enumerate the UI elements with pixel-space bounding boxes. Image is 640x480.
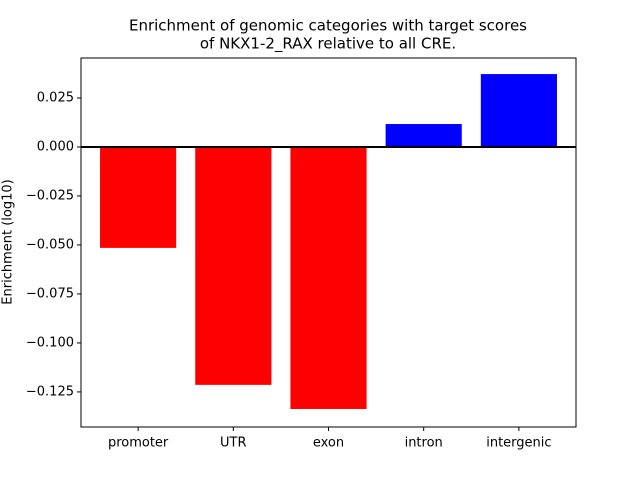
y-tick-label: −0.100 — [26, 335, 74, 350]
y-axis-label: Enrichment (log10) — [1, 179, 16, 304]
bar — [100, 146, 177, 248]
y-tick-label: −0.050 — [26, 237, 74, 252]
bar — [290, 146, 367, 409]
x-tick-label: UTR — [220, 436, 247, 451]
y-tick-label: −0.125 — [26, 384, 74, 399]
x-tick-label: exon — [313, 436, 344, 451]
bar — [385, 124, 462, 147]
chart-title: Enrichment of genomic categories with ta… — [129, 17, 527, 35]
y-tick-label: −0.025 — [26, 188, 74, 203]
x-tick-label: intron — [405, 436, 443, 451]
bar — [480, 74, 557, 147]
y-tick-label: 0.000 — [37, 139, 74, 154]
y-tick-label: −0.075 — [26, 286, 74, 301]
x-tick-label: intergenic — [486, 436, 551, 451]
y-tick-label: 0.025 — [37, 90, 74, 105]
bar — [195, 146, 272, 385]
plot-frame — [80, 57, 577, 428]
x-tick-label: promoter — [108, 436, 169, 451]
chart-title: of NKX1-2_RAX relative to all CRE. — [200, 35, 456, 54]
